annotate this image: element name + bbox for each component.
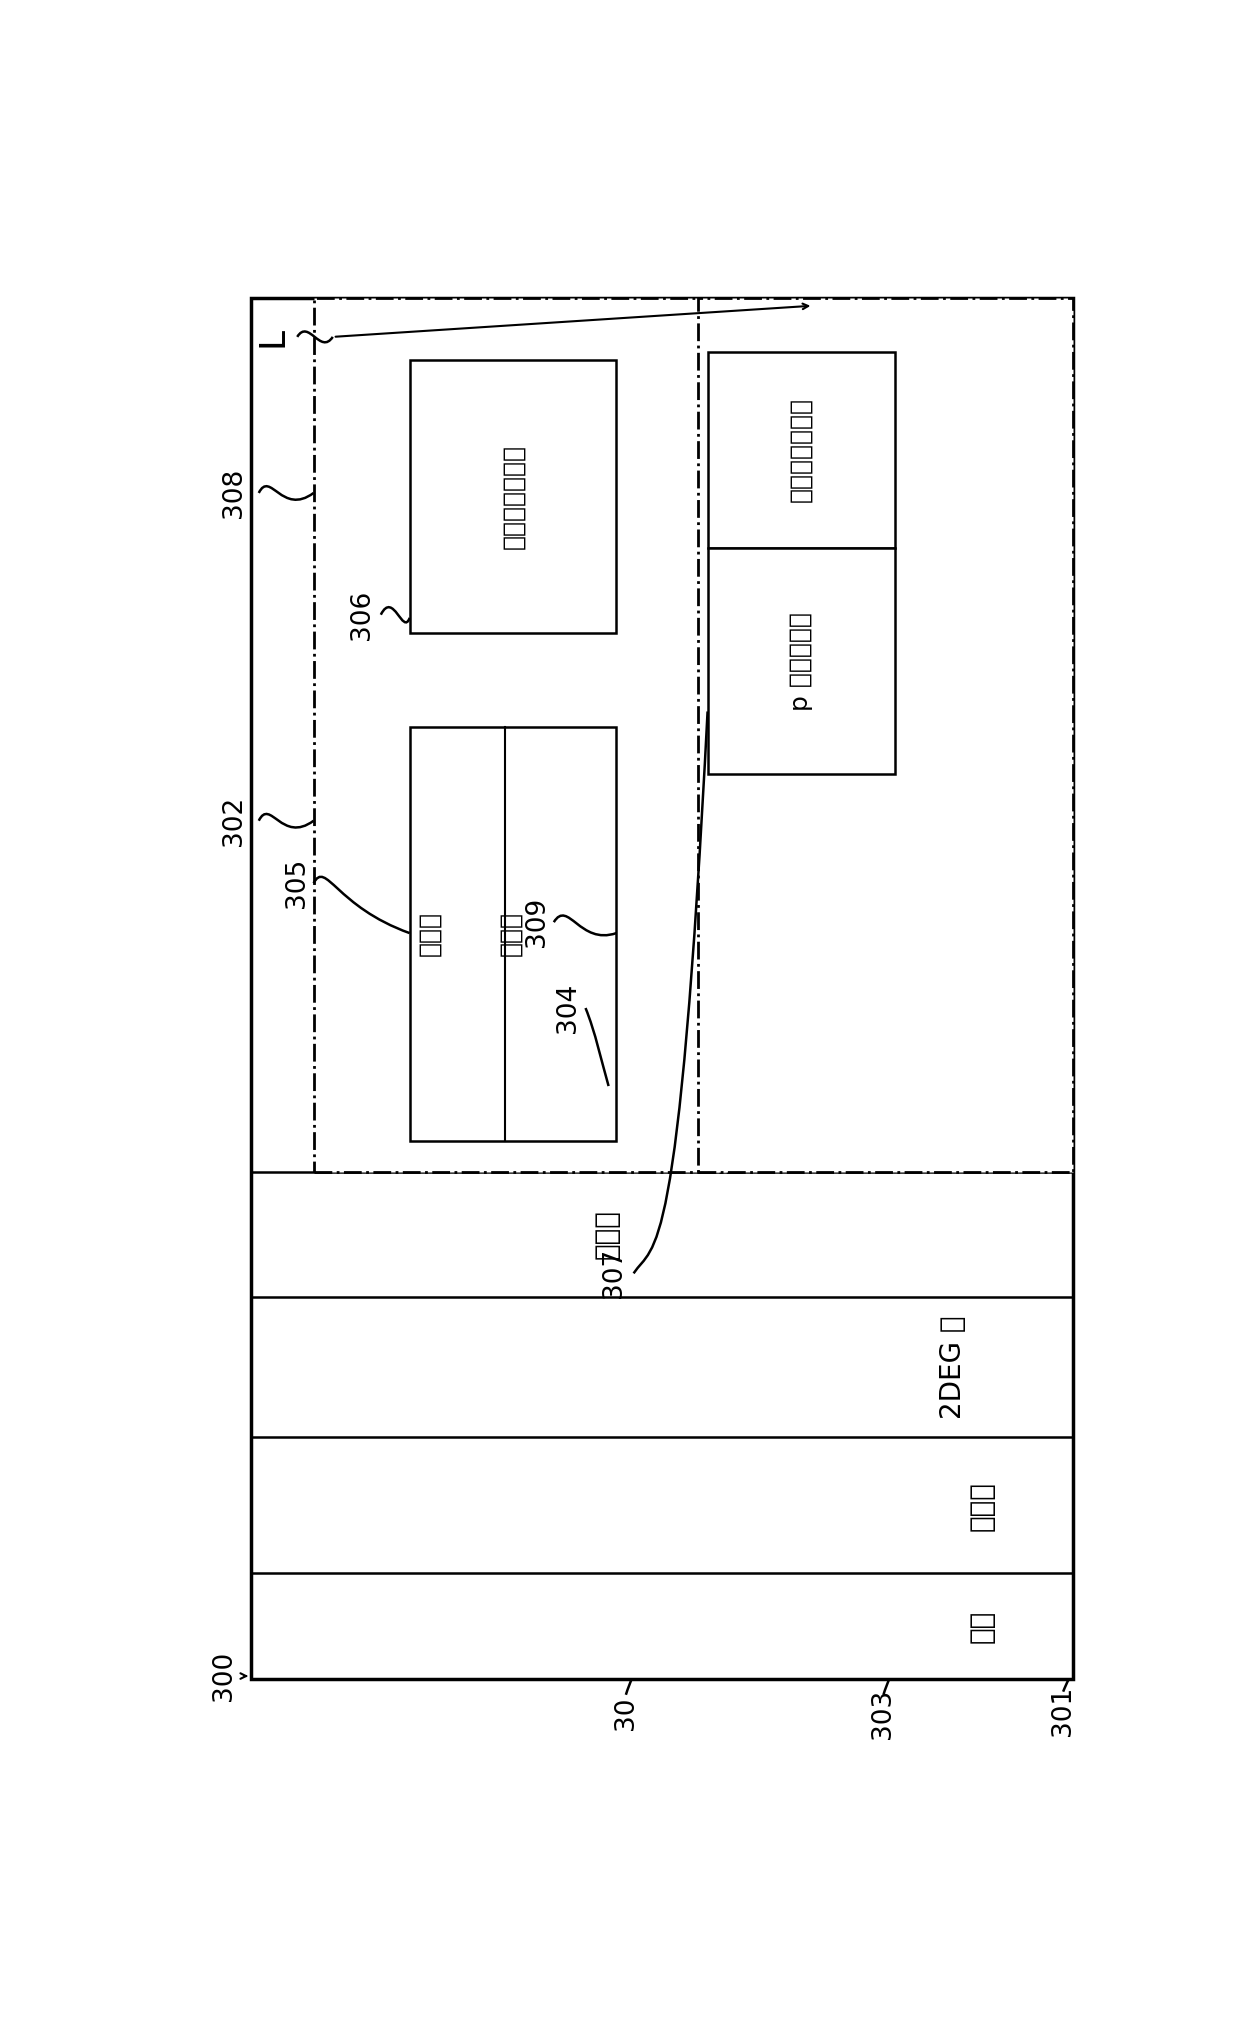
Text: 漏极欧姆接触层: 漏极欧姆接触层	[789, 397, 812, 503]
Bar	[409, 361, 616, 632]
Text: 307: 307	[601, 1249, 627, 1299]
Text: 304: 304	[556, 983, 582, 1034]
Bar	[409, 728, 616, 1141]
Text: 305: 305	[284, 857, 310, 908]
Text: 300: 300	[211, 1650, 237, 1701]
Text: 2DEG 层: 2DEG 层	[939, 1316, 967, 1419]
Text: L: L	[255, 326, 289, 347]
Text: 303: 303	[870, 1688, 897, 1739]
Text: 栅极层: 栅极层	[417, 910, 441, 955]
Bar	[314, 298, 742, 1172]
Text: 306: 306	[348, 590, 374, 641]
Bar	[708, 547, 895, 774]
Text: 阻障层: 阻障层	[593, 1210, 621, 1259]
Bar	[698, 298, 1073, 1172]
Text: 30: 30	[613, 1697, 639, 1731]
Text: 301: 301	[1050, 1684, 1076, 1735]
Text: 308: 308	[221, 468, 247, 519]
Text: 309: 309	[525, 898, 551, 947]
Text: 源极欧姆接触层: 源极欧姆接触层	[501, 444, 526, 549]
Text: 302: 302	[221, 797, 247, 845]
Text: 介电层: 介电层	[498, 910, 522, 955]
Text: 基板: 基板	[967, 1609, 996, 1642]
Bar	[708, 353, 895, 547]
Text: p 型半导体层: p 型半导体层	[789, 612, 812, 711]
Text: 缓冲层: 缓冲层	[967, 1482, 996, 1530]
Bar	[250, 298, 1073, 1678]
